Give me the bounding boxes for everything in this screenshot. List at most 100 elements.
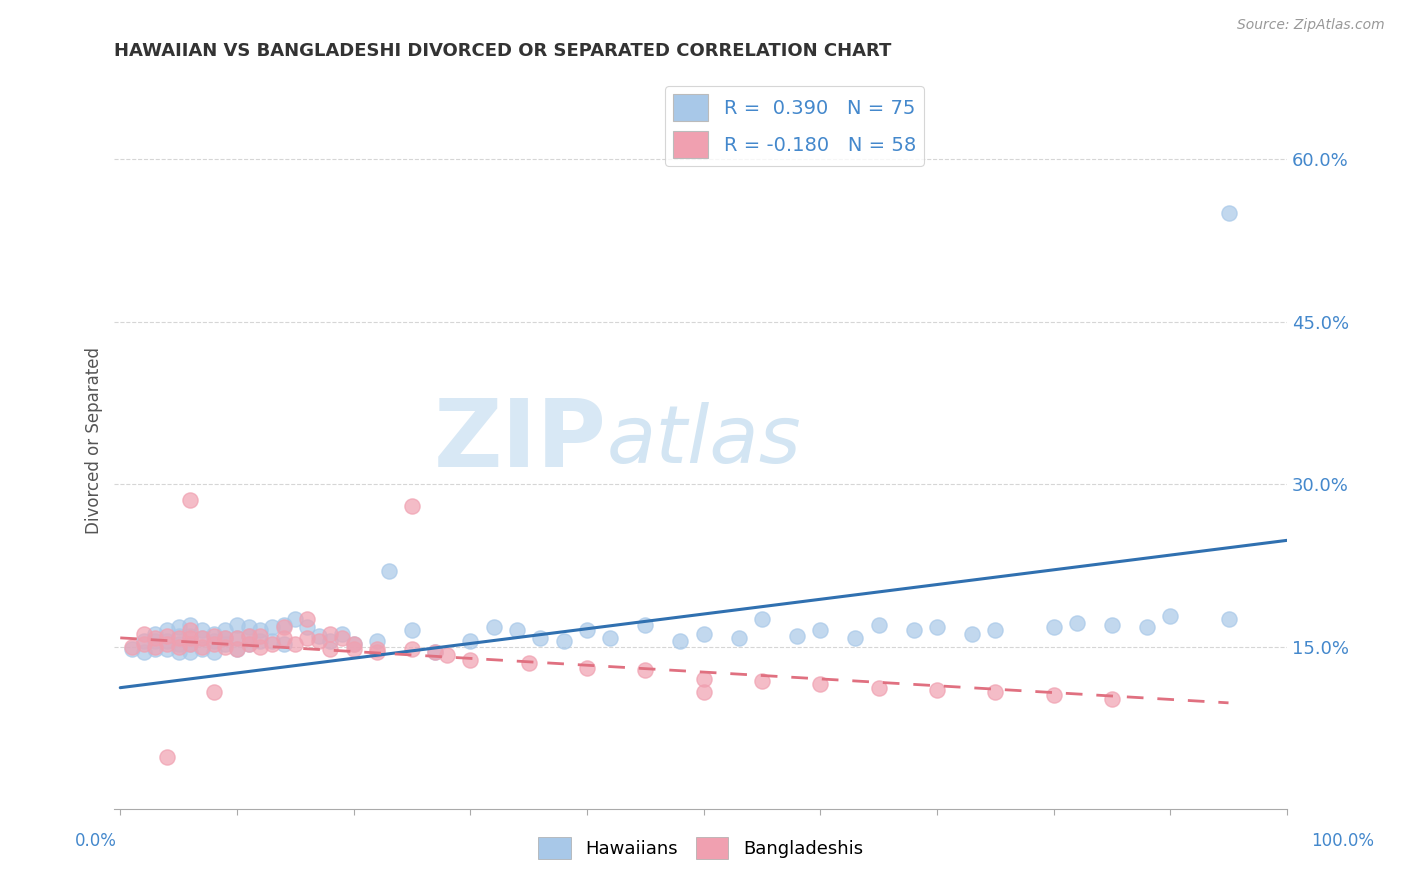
Point <box>260 637 283 651</box>
Point <box>342 637 364 651</box>
Point <box>167 640 190 654</box>
Point <box>156 634 179 648</box>
Point <box>249 634 271 648</box>
Point <box>960 626 983 640</box>
Text: atlas: atlas <box>607 401 801 480</box>
Point <box>273 620 295 634</box>
Point <box>342 641 364 656</box>
Point <box>132 626 155 640</box>
Point <box>808 677 831 691</box>
Legend: R =  0.390   N = 75, R = -0.180   N = 58: R = 0.390 N = 75, R = -0.180 N = 58 <box>665 86 924 166</box>
Point <box>786 629 808 643</box>
Point <box>191 631 214 645</box>
Point <box>167 620 190 634</box>
Point <box>868 681 890 695</box>
Point <box>156 624 179 638</box>
Point <box>868 618 890 632</box>
Point <box>225 618 247 632</box>
Point <box>401 624 423 638</box>
Point <box>238 637 260 651</box>
Point <box>319 634 342 648</box>
Point <box>202 629 225 643</box>
Point <box>167 645 190 659</box>
Point <box>330 626 353 640</box>
Point <box>202 645 225 659</box>
Text: ZIP: ZIP <box>434 395 607 487</box>
Point <box>167 629 190 643</box>
Point <box>273 631 295 645</box>
Point <box>191 641 214 656</box>
Point <box>319 641 342 656</box>
Point <box>191 631 214 645</box>
Point <box>366 641 388 656</box>
Point <box>425 645 447 659</box>
Point <box>156 637 179 651</box>
Point <box>669 634 692 648</box>
Point <box>249 624 271 638</box>
Point <box>214 631 236 645</box>
Point <box>575 624 598 638</box>
Point <box>1042 620 1064 634</box>
Point <box>202 626 225 640</box>
Point <box>143 640 166 654</box>
Text: Source: ZipAtlas.com: Source: ZipAtlas.com <box>1237 18 1385 32</box>
Point <box>143 626 166 640</box>
Point <box>1136 620 1159 634</box>
Point <box>319 626 342 640</box>
Point <box>202 685 225 699</box>
Point <box>553 634 575 648</box>
Text: 0.0%: 0.0% <box>75 831 117 849</box>
Point <box>156 629 179 643</box>
Point <box>751 612 773 626</box>
Point <box>143 634 166 648</box>
Point <box>238 629 260 643</box>
Point <box>1101 618 1123 632</box>
Point <box>295 631 318 645</box>
Point <box>984 685 1007 699</box>
Point <box>727 631 749 645</box>
Point <box>179 624 201 638</box>
Point <box>692 626 714 640</box>
Point <box>260 634 283 648</box>
Point <box>167 637 190 651</box>
Point <box>179 645 201 659</box>
Point <box>925 620 948 634</box>
Point <box>225 631 247 645</box>
Point <box>925 682 948 697</box>
Point <box>458 634 481 648</box>
Point <box>191 624 214 638</box>
Point <box>529 631 551 645</box>
Point <box>295 620 318 634</box>
Point <box>132 645 155 659</box>
Point <box>308 629 330 643</box>
Y-axis label: Divorced or Separated: Divorced or Separated <box>86 347 103 534</box>
Point <box>132 634 155 648</box>
Point <box>191 640 214 654</box>
Point <box>179 637 201 651</box>
Point <box>366 634 388 648</box>
Point <box>273 637 295 651</box>
Point <box>751 674 773 689</box>
Point <box>202 637 225 651</box>
Point <box>179 493 201 508</box>
Point <box>273 618 295 632</box>
Point <box>225 631 247 645</box>
Point <box>1101 691 1123 706</box>
Point <box>330 631 353 645</box>
Point <box>284 637 307 651</box>
Point <box>1066 615 1088 630</box>
Point <box>599 631 621 645</box>
Point <box>238 637 260 651</box>
Point <box>179 618 201 632</box>
Point <box>342 637 364 651</box>
Point <box>517 656 540 670</box>
Point <box>458 652 481 666</box>
Point <box>506 624 529 638</box>
Point <box>249 629 271 643</box>
Point <box>1042 688 1064 702</box>
Point <box>1159 609 1181 624</box>
Point <box>692 685 714 699</box>
Point <box>167 631 190 645</box>
Point <box>808 624 831 638</box>
Point <box>214 640 236 654</box>
